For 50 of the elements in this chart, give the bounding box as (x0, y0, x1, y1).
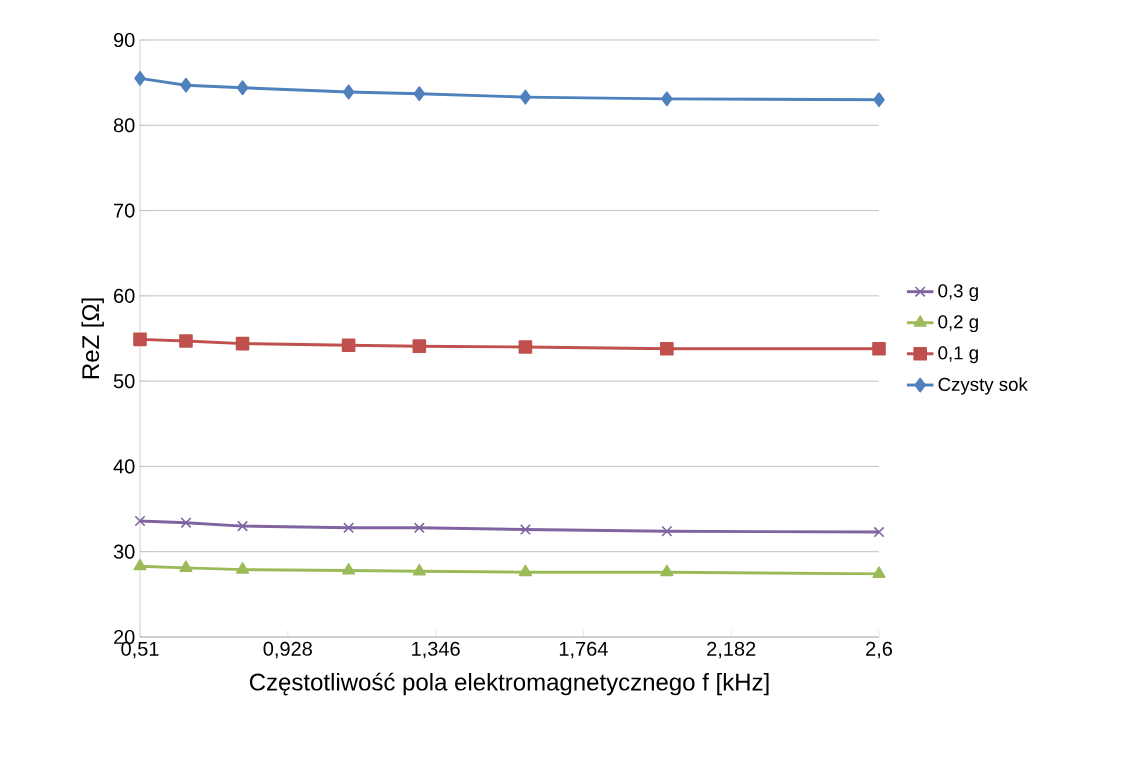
point (134, 515, 146, 527)
point (342, 84, 355, 100)
point (179, 334, 193, 348)
point (236, 80, 249, 96)
x-tick-label: 0,928 (263, 641, 312, 659)
point (873, 92, 885, 108)
point (341, 338, 356, 353)
point (661, 525, 673, 537)
legend-label: Czysty sok (938, 377, 1028, 395)
point (518, 564, 532, 577)
y-tick-label: 90 (113, 32, 135, 48)
point (179, 560, 193, 573)
point (235, 562, 250, 574)
point (180, 77, 192, 93)
point (413, 86, 426, 102)
x-axis-title: Częstotliwość pola elektromagnetycznego f [kHz] (249, 672, 769, 696)
point (660, 564, 674, 577)
point (519, 524, 531, 536)
point (133, 558, 147, 571)
point (412, 339, 427, 353)
y-tick-label: 30 (113, 544, 135, 559)
point (180, 517, 192, 529)
y-tick-label: 40 (113, 459, 135, 474)
legend-label: 0,2 g (938, 315, 978, 333)
point (660, 341, 674, 356)
y-tick-label: 60 (114, 288, 135, 303)
y-axis-title: ReZ [Ω] (81, 298, 104, 379)
point (235, 336, 250, 351)
point (413, 522, 425, 534)
point (237, 520, 249, 532)
point (872, 341, 886, 356)
point (343, 522, 355, 534)
point (873, 526, 885, 538)
point (133, 332, 147, 347)
x-tick-label: 1,764 (559, 641, 608, 659)
x-tick-label: 1,346 (412, 641, 460, 659)
y-tick-label: 80 (113, 118, 135, 133)
legend-label: 0,1 g (938, 346, 978, 364)
point (519, 89, 532, 105)
point (412, 563, 426, 576)
point (518, 340, 533, 354)
y-tick-label: 50 (113, 374, 135, 389)
x-tick-label: 2,182 (707, 641, 756, 659)
point (661, 91, 673, 107)
legend-label: 0,3 g (938, 284, 978, 302)
point (872, 566, 886, 579)
y-tick-label: 70 (114, 203, 135, 218)
point (134, 70, 146, 86)
x-tick-label: 2,6 (866, 641, 893, 659)
point (342, 563, 356, 575)
